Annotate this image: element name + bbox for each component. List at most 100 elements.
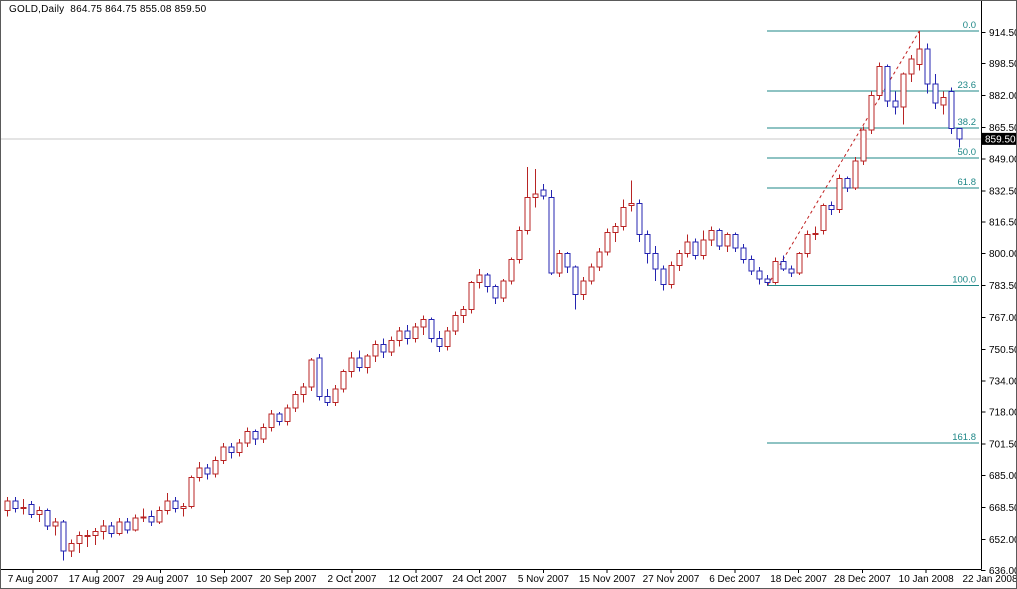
candle-up (596, 251, 603, 268)
candle-up (412, 326, 419, 340)
candle-up (468, 282, 475, 311)
price-axis-label: 685.00 (989, 471, 1017, 482)
candle-up (84, 535, 91, 538)
candle-up (612, 226, 619, 233)
candle-up (340, 370, 347, 390)
candle-up (900, 73, 907, 108)
price-axis-label: 898.50 (989, 59, 1017, 70)
candle-up (940, 96, 947, 106)
date-axis-label: 7 Aug 2007 (8, 574, 59, 585)
candle-up (916, 48, 923, 66)
candle-down (108, 525, 115, 535)
price-axis-label: 783.50 (989, 281, 1017, 292)
candle-down (404, 330, 411, 340)
date-axis-label: 27 Nov 2007 (643, 574, 700, 585)
candle-up (68, 542, 75, 552)
candle-up (532, 193, 539, 199)
date-axis-label: 17 Aug 2007 (69, 574, 126, 585)
candle-up (836, 177, 843, 210)
candle-down (428, 318, 435, 340)
candle-down (956, 128, 963, 140)
candle-up (868, 94, 875, 131)
candle-up (332, 388, 339, 403)
candle-down (892, 100, 899, 108)
date-axis-label: 2 Oct 2007 (328, 574, 377, 585)
price-axis-label: 652.00 (989, 535, 1017, 546)
candle-down (828, 204, 835, 210)
candle-up (620, 206, 627, 228)
candle-up (164, 500, 171, 511)
date-axis-label: 10 Jan 2008 (899, 574, 954, 585)
candle-up (860, 129, 867, 162)
candle-up (460, 309, 467, 317)
fib-level-label: 61.8 (958, 177, 977, 188)
candle-down (436, 338, 443, 347)
price-axis-label: 718.00 (989, 408, 1017, 419)
candle-down (548, 197, 555, 274)
date-axis-label: 6 Dec 2007 (709, 574, 761, 585)
candle-up (388, 340, 395, 353)
candle-up (284, 407, 291, 423)
price-axis-label: 750.50 (989, 345, 1017, 356)
price-axis-label: 800.00 (989, 249, 1017, 260)
candle-up (132, 517, 139, 531)
fib-level-label: 50.0 (958, 147, 977, 158)
candle-up (4, 500, 11, 511)
candle-up (100, 525, 107, 533)
candle-down (884, 65, 891, 102)
candle-down (540, 189, 547, 197)
candle-up (444, 330, 451, 347)
date-axis-label: 28 Dec 2007 (834, 574, 891, 585)
candle-up (308, 359, 315, 388)
candle-down (12, 500, 19, 510)
candle-down (124, 521, 131, 531)
candle-up (668, 264, 675, 286)
date-axis-label: 18 Dec 2007 (770, 574, 827, 585)
candle-up (92, 531, 99, 537)
date-axis-label: 15 Nov 2007 (579, 574, 636, 585)
candle-up (188, 477, 195, 508)
price-axis-label: 767.00 (989, 313, 1017, 324)
candle-down (324, 396, 331, 403)
chart-title: GOLD,Daily 864.75 864.75 855.08 859.50 (9, 4, 207, 15)
date-axis-label: 12 Oct 2007 (389, 574, 444, 585)
candle-up (140, 516, 147, 519)
date-axis-label: 24 Oct 2007 (452, 574, 507, 585)
candle-up (260, 426, 267, 440)
candle-down (484, 274, 491, 288)
candle-up (348, 357, 355, 372)
candle-up (20, 507, 27, 510)
candle-up (508, 259, 515, 282)
candle-down (204, 467, 211, 475)
candle-down (564, 253, 571, 268)
candle-down (492, 286, 499, 299)
price-axis-label: 832.50 (989, 186, 1017, 197)
candle-down (716, 230, 723, 247)
candle-up (36, 509, 43, 515)
candle-up (796, 253, 803, 274)
date-axis-label: 20 Sep 2007 (260, 574, 317, 585)
candle-down (756, 270, 763, 280)
candle-up (628, 203, 635, 206)
candle-down (764, 278, 771, 284)
candle-up (876, 65, 883, 96)
candle-down (748, 259, 755, 272)
candle-down (172, 500, 179, 510)
candle-up (524, 197, 531, 232)
trend-line[interactable] (767, 30, 920, 286)
candle-up (556, 253, 563, 274)
price-axis-label: 849.00 (989, 155, 1017, 166)
candle-down (636, 203, 643, 235)
price-axis-label: 636.00 (989, 566, 1017, 577)
candle-up (500, 280, 507, 299)
candle-up (156, 509, 163, 523)
candle-down (924, 48, 931, 85)
candle-up (300, 386, 307, 396)
candle-down (316, 357, 323, 398)
current-price-badge (982, 132, 1016, 145)
candle-down (932, 83, 939, 104)
candle-up (292, 394, 299, 409)
price-axis-label: 816.50 (989, 217, 1017, 228)
price-axis-label: 914.50 (989, 28, 1017, 39)
